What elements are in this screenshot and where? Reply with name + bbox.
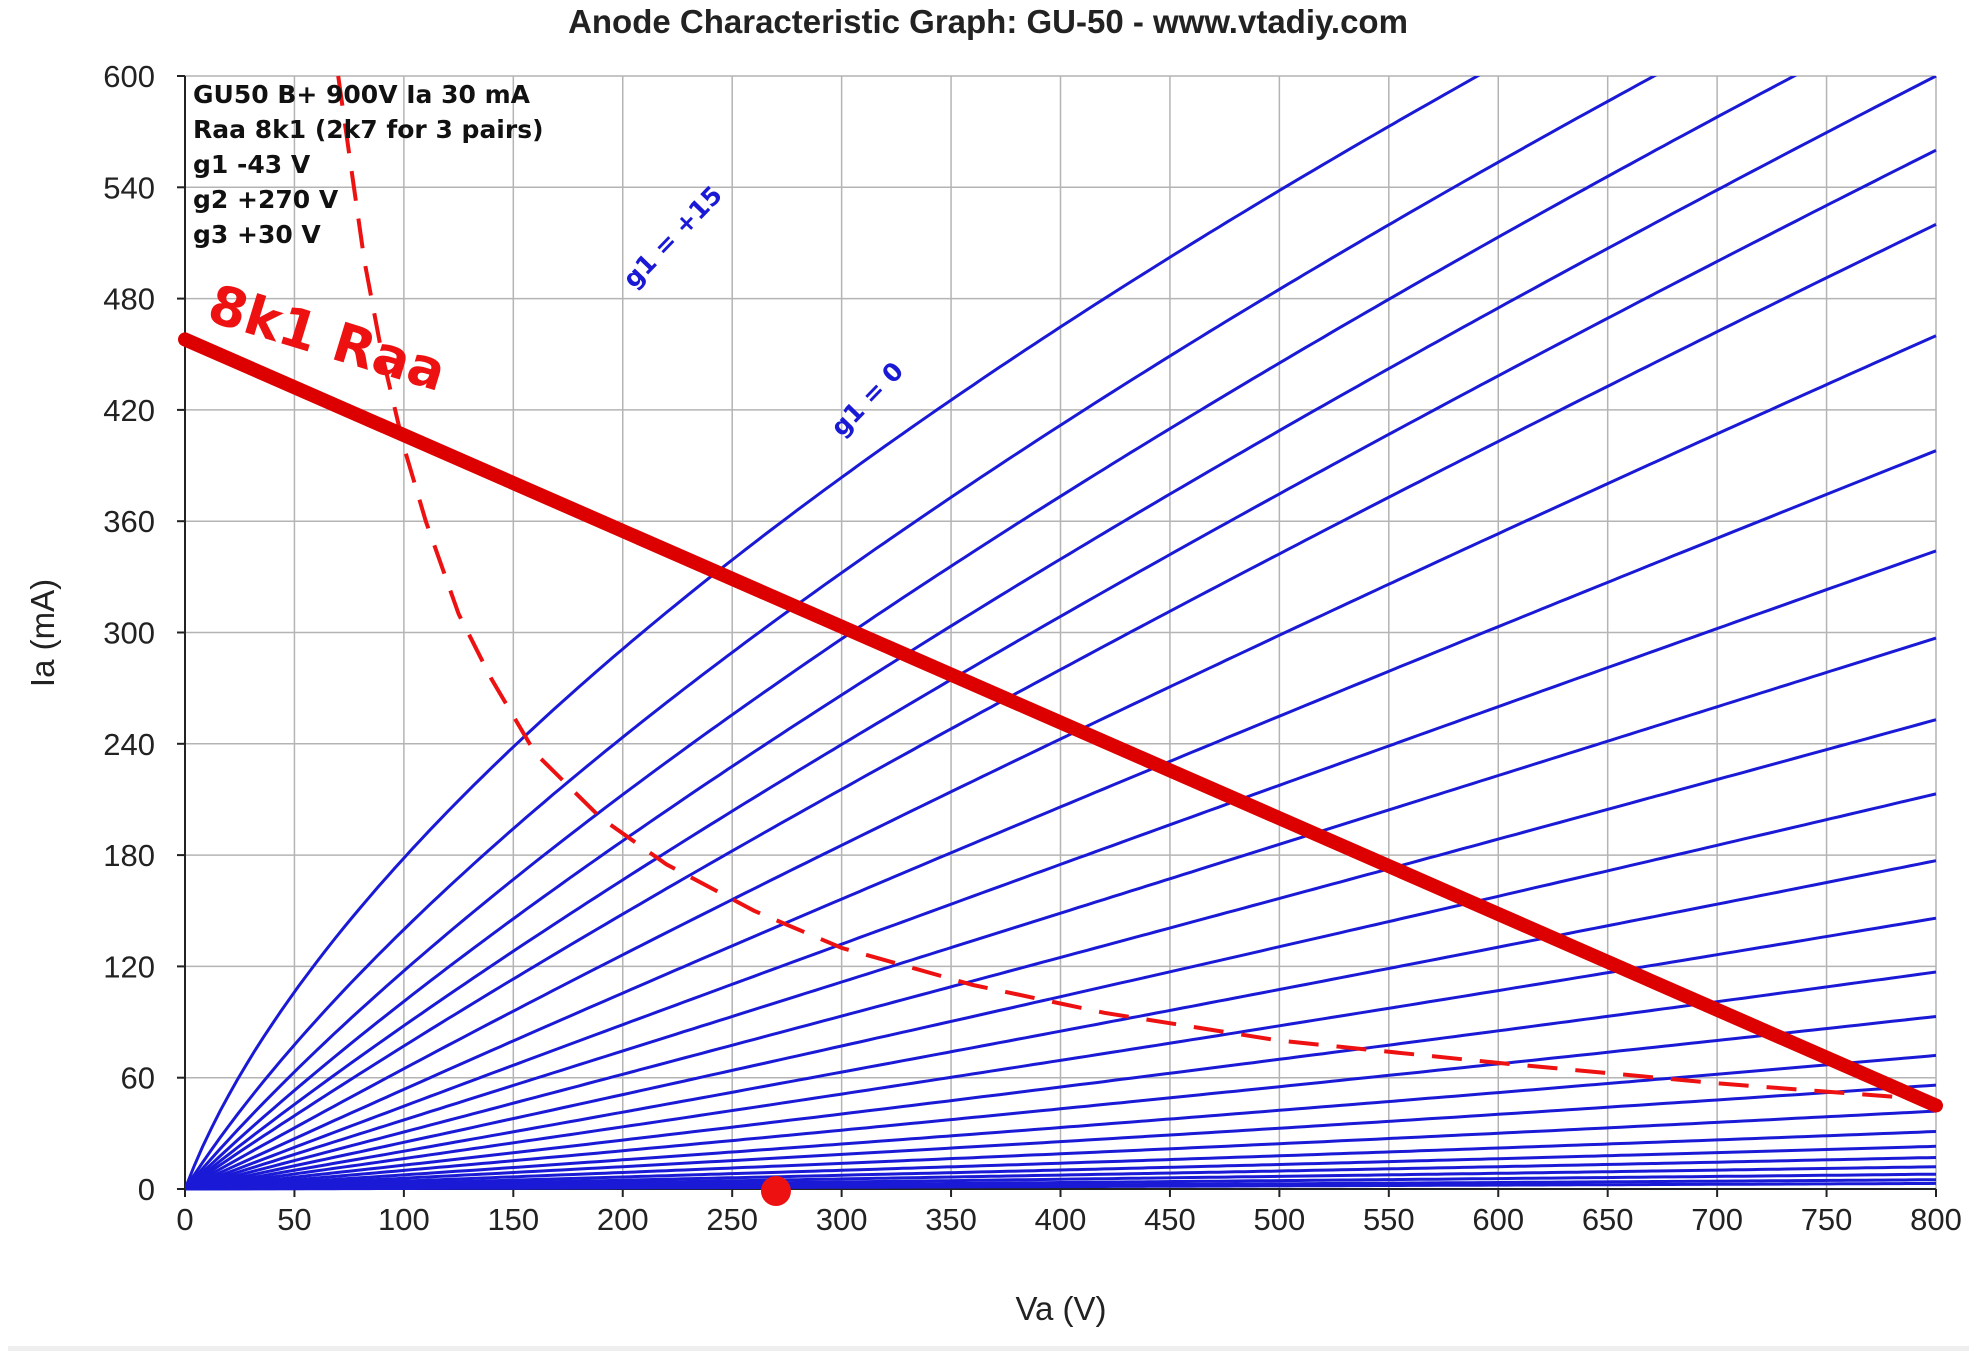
anode-curve xyxy=(185,334,1937,1191)
load-line-label: 8k1 Raa xyxy=(201,272,453,404)
info-line: g2 +270 V xyxy=(193,185,339,214)
anode-curve xyxy=(185,76,1798,1190)
info-line: GU50 B+ 900V Ia 30 mA xyxy=(193,80,531,109)
anode-curve xyxy=(185,148,1937,1191)
max-dissipation-curve xyxy=(336,75,1937,1102)
x-tick-label: 450 xyxy=(1144,1202,1196,1237)
load-line xyxy=(178,332,1943,1113)
anode-curve xyxy=(185,1015,1937,1191)
x-tick-label: 200 xyxy=(597,1202,649,1237)
anode-curve xyxy=(185,1053,1937,1191)
anode-curve xyxy=(185,970,1937,1191)
y-tick-label: 480 xyxy=(103,282,155,317)
info-line: Raa 8k1 (2k7 for 3 pairs) xyxy=(193,115,544,144)
y-tick-label: 60 xyxy=(121,1061,155,1096)
x-tick-label: 550 xyxy=(1363,1202,1415,1237)
y-tick-label: 420 xyxy=(103,393,155,428)
anode-curve xyxy=(185,1144,1937,1191)
x-tick-labels: 0 50 100 150 200 250 300 350 400 450 500 550 600 650 7… xyxy=(176,1189,1962,1237)
x-tick-label: 50 xyxy=(277,1202,311,1237)
anode-curve xyxy=(185,76,1658,1190)
x-tick-label: 300 xyxy=(816,1202,868,1237)
curve-label: g1 = +15 xyxy=(617,180,728,293)
x-tick-label: 650 xyxy=(1582,1202,1634,1237)
anode-curve xyxy=(185,1181,1937,1191)
x-tick-label: 100 xyxy=(378,1202,430,1237)
anode-curve xyxy=(185,76,1481,1190)
x-tick-label: 150 xyxy=(487,1202,539,1237)
x-tick-label: 400 xyxy=(1035,1202,1087,1237)
anode-curve xyxy=(185,636,1937,1191)
y-tick-label: 540 xyxy=(103,170,155,205)
anode-curve xyxy=(185,1109,1937,1191)
anode-curve xyxy=(185,76,1937,1191)
y-tick-label: 300 xyxy=(103,616,155,651)
anode-curve xyxy=(185,449,1937,1191)
anode-curve xyxy=(185,1083,1937,1191)
x-tick-label: 250 xyxy=(706,1202,758,1237)
y-tick-label: 0 xyxy=(138,1172,155,1207)
anode-curve xyxy=(185,718,1937,1191)
curve-label: g1 = 0 xyxy=(825,356,909,442)
y-axis-label: Ia (mA) xyxy=(24,579,61,687)
anode-curve xyxy=(185,1130,1937,1191)
y-tick-label: 180 xyxy=(103,838,155,873)
x-tick-label: 600 xyxy=(1472,1202,1524,1237)
info-box: GU50 B+ 900V Ia 30 mA Raa 8k1 (2k7 for 3 … xyxy=(193,80,544,249)
x-tick-label: 750 xyxy=(1801,1202,1853,1237)
y-tick-labels: 0 60 120 180 240 300 360 420 480 540 600 xyxy=(103,59,185,1207)
dissipation-curve-group xyxy=(336,75,1937,1102)
anode-curve xyxy=(185,792,1937,1191)
anode-curve xyxy=(185,859,1937,1191)
y-tick-label: 120 xyxy=(103,949,155,984)
x-tick-label: 800 xyxy=(1910,1202,1962,1237)
footer-bar xyxy=(8,1346,1969,1351)
curve-labels: g1 = +15 g1 = 0 xyxy=(617,180,909,442)
anode-curve xyxy=(185,916,1937,1191)
x-tick-label: 350 xyxy=(925,1202,977,1237)
anode-curve xyxy=(185,549,1937,1191)
x-tick-label: 0 xyxy=(176,1202,193,1237)
info-line: g1 -43 V xyxy=(193,150,311,179)
grid xyxy=(184,75,1937,1190)
anode-curves xyxy=(185,76,1937,1191)
y-tick-label: 600 xyxy=(103,59,155,94)
y-tick-label: 360 xyxy=(103,504,155,539)
anode-curve xyxy=(185,223,1937,1191)
y-tick-label: 240 xyxy=(103,727,155,762)
x-tick-label: 500 xyxy=(1254,1202,1306,1237)
x-tick-label: 700 xyxy=(1691,1202,1743,1237)
operating-point-marker xyxy=(760,1176,791,1206)
chart-title: Anode Characteristic Graph: GU-50 - www.… xyxy=(568,3,1408,40)
info-line: g3 +30 V xyxy=(193,220,321,249)
x-axis-label: Va (V) xyxy=(1015,1290,1106,1327)
